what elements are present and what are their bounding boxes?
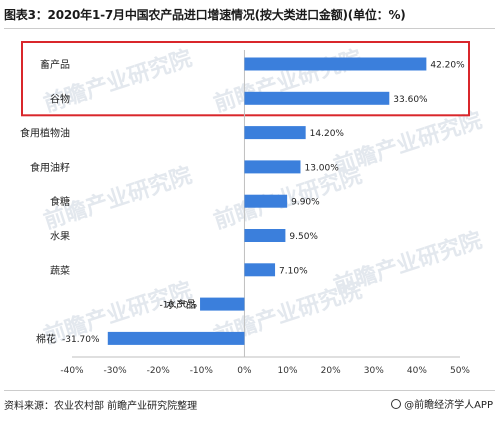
bar (244, 194, 288, 208)
category-label: 食用植物油 (20, 127, 70, 140)
value-label: 9.50% (289, 232, 318, 242)
highlight-box (21, 41, 470, 117)
source-note: 资料来源：农业农村部 前瞻产业研究院整理 (4, 401, 198, 412)
watermark-text: 前瞻产业研究院 (331, 227, 486, 299)
x-tick-labels-group: -40% -30% -20% -10% 0% 10% 20% 30% 40% 50% (60, 366, 470, 376)
brand-text: @前瞻经济学人APP (404, 400, 493, 411)
x-tick-label: -10% (190, 366, 214, 376)
x-tick-label: 20% (321, 366, 341, 376)
watermark-text: 前瞻产业研究院 (41, 45, 196, 117)
category-label: 棉花 (36, 332, 56, 345)
x-tick-label: -20% (147, 366, 171, 376)
title-divider (4, 28, 495, 29)
value-label: -31.70% (62, 335, 100, 345)
x-tick-label: 10% (278, 366, 298, 376)
bar (107, 331, 245, 345)
category-label: 蔬菜 (50, 265, 70, 277)
chart-title: 图表3：2020年1-7月中国农产品进口增速情况(按大类进口金额)(单位：%) (4, 8, 406, 22)
category-label: 水产品 (166, 298, 196, 311)
brand-logo-icon (391, 398, 402, 409)
bar (244, 160, 301, 174)
category-label: 食糖 (50, 195, 70, 208)
bar (200, 297, 245, 311)
x-tick-label: 30% (364, 366, 384, 376)
brand-credit: @前瞻经济学人APP (391, 396, 493, 411)
bar (244, 263, 276, 277)
value-labels-group: 42.20% 33.60% 14.20% 13.00% 9.90% 9.50% 7.10% -… (62, 61, 465, 345)
value-label: 13.00% (304, 163, 339, 173)
x-tick-label: 0% (237, 366, 252, 376)
bar (244, 57, 427, 71)
category-label: 水果 (50, 231, 70, 243)
category-label: 畜产品 (40, 58, 70, 71)
value-label: 33.60% (393, 95, 428, 105)
value-label: -10.30% (159, 301, 197, 311)
category-label: 食用油籽 (30, 161, 70, 174)
bar (244, 126, 306, 140)
bar (244, 91, 390, 105)
bars-group (107, 57, 427, 345)
value-label: 14.20% (310, 129, 345, 139)
watermark-text: 前瞻产业研究院 (331, 107, 486, 179)
x-tick-label: -40% (60, 366, 84, 376)
bar (244, 229, 286, 242)
value-label: 7.10% (279, 266, 308, 276)
value-label: 9.90% (291, 198, 320, 208)
x-tick-label: 50% (450, 366, 470, 376)
x-tick-label: 40% (407, 366, 427, 376)
watermark-text: 前瞻产业研究院 (211, 45, 366, 117)
footer-divider (4, 390, 495, 391)
category-label: 谷物 (50, 92, 70, 105)
value-label: 42.20% (430, 61, 465, 71)
x-tick-label: -30% (103, 366, 127, 376)
